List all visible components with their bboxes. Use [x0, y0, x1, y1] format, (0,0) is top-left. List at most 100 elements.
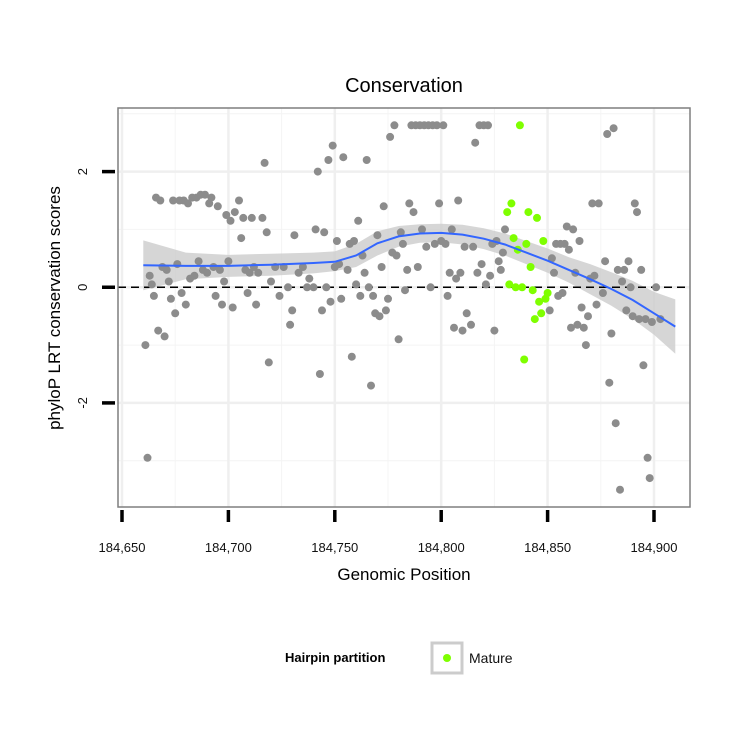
point-other: [494, 257, 503, 266]
x-tick-label: 184,650: [99, 540, 146, 555]
point-other: [239, 213, 248, 222]
point-other: [320, 228, 329, 237]
scatter-points: [141, 121, 665, 494]
point-mature: [509, 234, 518, 243]
point-mature: [505, 280, 514, 289]
point-other: [603, 130, 612, 138]
point-other: [547, 254, 556, 263]
point-other: [413, 263, 422, 271]
point-other: [288, 306, 297, 315]
point-other: [396, 228, 405, 237]
x-tick-label: 184,750: [311, 540, 358, 555]
point-other: [605, 378, 614, 387]
point-other: [484, 121, 492, 130]
point-other: [590, 271, 599, 280]
point-other: [260, 158, 269, 167]
point-other: [620, 265, 629, 274]
point-other: [569, 225, 578, 234]
point-other: [318, 306, 326, 315]
point-other: [403, 265, 412, 274]
point-other: [471, 138, 480, 147]
point-other: [398, 239, 407, 248]
point-other: [477, 260, 486, 269]
point-other: [258, 213, 267, 222]
point-other: [347, 352, 356, 361]
point-other: [481, 280, 490, 289]
point-other: [641, 315, 650, 324]
point-other: [579, 323, 588, 332]
point-other: [145, 271, 154, 280]
point-other: [447, 225, 456, 234]
point-other: [254, 268, 263, 277]
x-tick-label: 184,800: [418, 540, 465, 555]
point-other: [213, 202, 222, 211]
point-other: [637, 265, 646, 274]
point-other: [394, 335, 403, 344]
point-other: [562, 222, 571, 231]
point-other: [184, 199, 192, 208]
point-other: [324, 156, 333, 164]
x-axis: 184,650 184,700 184,750 184,800 184,850 184,9…: [99, 510, 678, 555]
point-other: [645, 474, 654, 483]
point-other: [247, 213, 256, 222]
point-other: [601, 257, 610, 266]
point-other: [354, 216, 363, 225]
point-other: [149, 291, 158, 300]
point-other: [405, 199, 414, 208]
point-other: [581, 341, 590, 350]
y-tick-label: 2: [75, 168, 90, 175]
point-other: [490, 326, 499, 335]
point-other: [143, 453, 152, 462]
point-other: [486, 271, 495, 280]
point-other: [215, 265, 224, 274]
smooth-trend-line: [143, 231, 676, 328]
point-mature: [526, 263, 535, 271]
point-other: [305, 274, 314, 283]
point-other: [462, 309, 471, 318]
point-other: [567, 323, 575, 332]
point-other: [164, 277, 173, 286]
point-other: [392, 251, 401, 260]
point-other: [322, 283, 331, 292]
point-other: [267, 277, 275, 286]
point-other: [169, 196, 178, 205]
point-other: [364, 283, 373, 292]
point-other: [332, 237, 341, 245]
point-other: [224, 257, 233, 266]
point-mature: [520, 355, 529, 364]
point-other: [613, 265, 622, 274]
point-other: [545, 306, 554, 315]
legend-mature-swatch: [443, 654, 451, 662]
point-other: [439, 121, 448, 130]
point-other: [220, 277, 229, 286]
point-other: [343, 265, 352, 274]
point-mature: [511, 283, 520, 292]
point-mature: [518, 283, 527, 292]
point-other: [337, 294, 346, 303]
point-other: [207, 193, 216, 202]
point-other: [194, 257, 203, 266]
point-other: [298, 263, 307, 271]
point-other: [275, 291, 284, 300]
point-other: [379, 202, 388, 211]
point-other: [181, 300, 190, 309]
point-other: [171, 309, 180, 318]
point-other: [456, 268, 465, 277]
point-other: [609, 124, 618, 133]
point-other: [352, 280, 361, 289]
point-mature: [543, 289, 552, 297]
point-mature: [507, 199, 516, 208]
point-other: [362, 156, 371, 164]
point-other: [575, 237, 584, 245]
point-other: [624, 257, 633, 266]
y-axis-title: phyloP LRT conservation scores: [45, 186, 64, 430]
point-other: [652, 283, 661, 292]
point-other: [473, 268, 482, 277]
point-other: [339, 153, 348, 162]
point-other: [252, 300, 261, 309]
point-other: [369, 291, 378, 300]
point-other: [430, 239, 439, 248]
chart-title: Conservation: [345, 75, 463, 97]
y-axis: -2 0 2: [75, 168, 115, 409]
